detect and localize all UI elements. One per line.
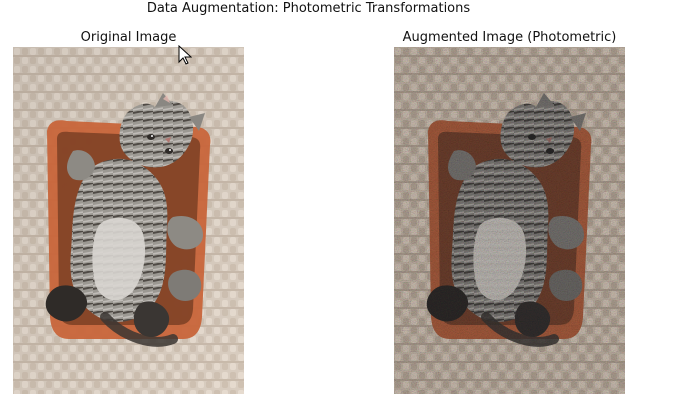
original-image-panel: [13, 47, 244, 394]
augmented-image-title: Augmented Image (Photometric): [402, 30, 617, 45]
figure-title: Data Augmentation: Photometric Transform…: [146, 1, 471, 16]
augmented-cat-image: [394, 47, 625, 394]
original-cat-image: [13, 47, 244, 394]
augmented-image-panel: [394, 47, 625, 394]
original-image-title: Original Image: [80, 30, 177, 45]
mouse-pointer-icon: [178, 44, 193, 65]
